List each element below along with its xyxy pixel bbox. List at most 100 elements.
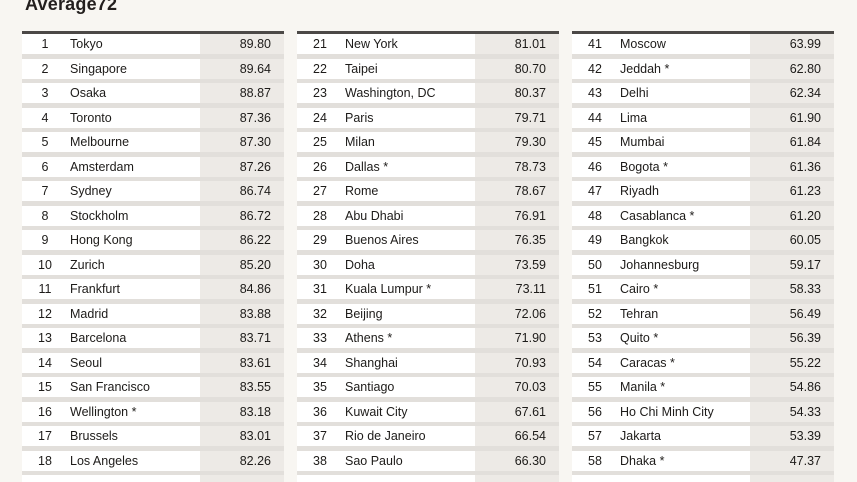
city-cell: Athens * (345, 331, 393, 345)
table-row: 32 Beijing 72.06 (297, 303, 559, 324)
city-cell: Rome (345, 184, 379, 198)
rank-cell: 24 (313, 110, 327, 125)
table-row: 21 New York 81.01 (297, 34, 559, 54)
score-cell: 63.99 (750, 34, 834, 54)
ranking-table-3: 41 Moscow 63.99 42 Jeddah * 62.80 43 Delhi 62.34… (572, 31, 834, 482)
table-row: 11 Frankfurt 84.86 (22, 279, 284, 299)
rank-cell: 17 (38, 429, 52, 443)
score-cell: 53.39 (750, 426, 834, 446)
city-cell: Caracas * (620, 355, 675, 370)
rank-cell: 49 (588, 233, 602, 247)
city-cell: Zurich (70, 257, 105, 272)
table-row: 26 Dallas * 78.73 (297, 156, 559, 177)
rank-cell: 9 (41, 233, 49, 247)
rank-cell: 8 (41, 208, 49, 223)
table-row: 45 Mumbai 61.84 (572, 132, 834, 152)
city-cell: Madrid (70, 306, 109, 321)
rank-cell: 13 (38, 331, 52, 345)
score-cell: 61.90 (750, 107, 834, 128)
score-cell: 71.90 (475, 328, 559, 348)
rank-cell: 31 (313, 282, 327, 296)
city-cell: Frankfurt (70, 282, 121, 296)
score-cell: 73.11 (475, 279, 559, 299)
city-cell: Rio de Janeiro (345, 429, 426, 443)
table-row: 14 Seoul 83.61 (22, 352, 284, 373)
rank-cell: 57 (588, 429, 602, 443)
city-cell (618, 475, 750, 482)
rank-cell: 50 (588, 257, 602, 272)
table-row: 12 Madrid 83.88 (22, 303, 284, 324)
score-cell: 47.37 (750, 450, 834, 471)
score-cell: 78.67 (475, 181, 559, 201)
rank-cell: 6 (41, 159, 49, 174)
city-cell: Casablanca * (620, 208, 695, 223)
rank-cell: 52 (588, 306, 602, 321)
table-row: 47 Riyadh 61.23 (572, 181, 834, 201)
city-cell: San Francisco (70, 380, 150, 394)
score-cell: 83.18 (200, 401, 284, 422)
rank-cell: 47 (588, 184, 602, 198)
score-cell: 87.36 (200, 107, 284, 128)
score-cell: 83.71 (200, 328, 284, 348)
rank-cell: 28 (313, 208, 327, 223)
table-row: 35 Santiago 70.03 (297, 377, 559, 397)
score-cell: 86.72 (200, 205, 284, 226)
city-cell: Manila * (620, 380, 666, 394)
table-row: 55 Manila * 54.86 (572, 377, 834, 397)
table-row: 3 Osaka 88.87 (22, 83, 284, 103)
city-cell: Sao Paulo (345, 453, 403, 468)
rank-cell: 42 (588, 61, 602, 76)
table-row: 17 Brussels 83.01 (22, 426, 284, 446)
table-row: 34 Shanghai 70.93 (297, 352, 559, 373)
rank-cell: 33 (313, 331, 327, 345)
rank-cell: 48 (588, 208, 602, 223)
table-row: 41 Moscow 63.99 (572, 34, 834, 54)
city-cell: Hong Kong (70, 233, 133, 247)
table-row: 50 Johannesburg 59.17 (572, 254, 834, 275)
table-row: 31 Kuala Lumpur * 73.11 (297, 279, 559, 299)
table-row: 53 Quito * 56.39 (572, 328, 834, 348)
city-cell: Dhaka * (620, 453, 665, 468)
city-cell: Sydney (70, 184, 112, 198)
table-row-partial (297, 475, 559, 482)
score-cell: 60.05 (750, 230, 834, 250)
score-cell: 67.61 (475, 401, 559, 422)
score-cell: 80.70 (475, 58, 559, 79)
table-row: 18 Los Angeles 82.26 (22, 450, 284, 471)
city-cell: Amsterdam (70, 159, 134, 174)
city-cell: Santiago (345, 380, 395, 394)
table-row-partial (572, 475, 834, 482)
table-row: 15 San Francisco 83.55 (22, 377, 284, 397)
city-cell: Ho Chi Minh City (620, 404, 714, 419)
city-cell: Quito * (620, 331, 659, 345)
rank-cell: 41 (588, 37, 602, 51)
rank-cell: 4 (41, 110, 49, 125)
city-cell: Taipei (345, 61, 378, 76)
city-cell: Osaka (70, 86, 107, 100)
table-row: 38 Sao Paulo 66.30 (297, 450, 559, 471)
rank-cell: 35 (313, 380, 327, 394)
rank-cell: 2 (41, 61, 49, 76)
city-cell: Abu Dhabi (345, 208, 404, 223)
table-row: 33 Athens * 71.90 (297, 328, 559, 348)
ranking-table-2: 21 New York 81.01 22 Taipei 80.70 23 Washington… (297, 31, 559, 482)
rank-cell: 25 (313, 135, 327, 149)
rank-cell: 27 (313, 184, 327, 198)
table-row: 28 Abu Dhabi 76.91 (297, 205, 559, 226)
score-cell: 83.55 (200, 377, 284, 397)
table-row-partial (22, 475, 284, 482)
rank-cell: 14 (38, 355, 52, 370)
rank-cell: 1 (41, 37, 49, 51)
table-row: 6 Amsterdam 87.26 (22, 156, 284, 177)
city-cell: Tehran (620, 306, 659, 321)
city-cell: Seoul (70, 355, 102, 370)
table-row: 51 Cairo * 58.33 (572, 279, 834, 299)
table-row: 54 Caracas * 55.22 (572, 352, 834, 373)
city-cell: Toronto (70, 110, 112, 125)
city-cell: New York (345, 37, 398, 51)
score-cell (200, 475, 284, 482)
score-cell: 84.86 (200, 279, 284, 299)
table-row: 25 Milan 79.30 (297, 132, 559, 152)
ranking-table-1: 1 Tokyo 89.80 2 Singapore 89.64 3 Osaka 88.87 4 To… (22, 31, 284, 482)
rank-cell: 32 (313, 306, 327, 321)
